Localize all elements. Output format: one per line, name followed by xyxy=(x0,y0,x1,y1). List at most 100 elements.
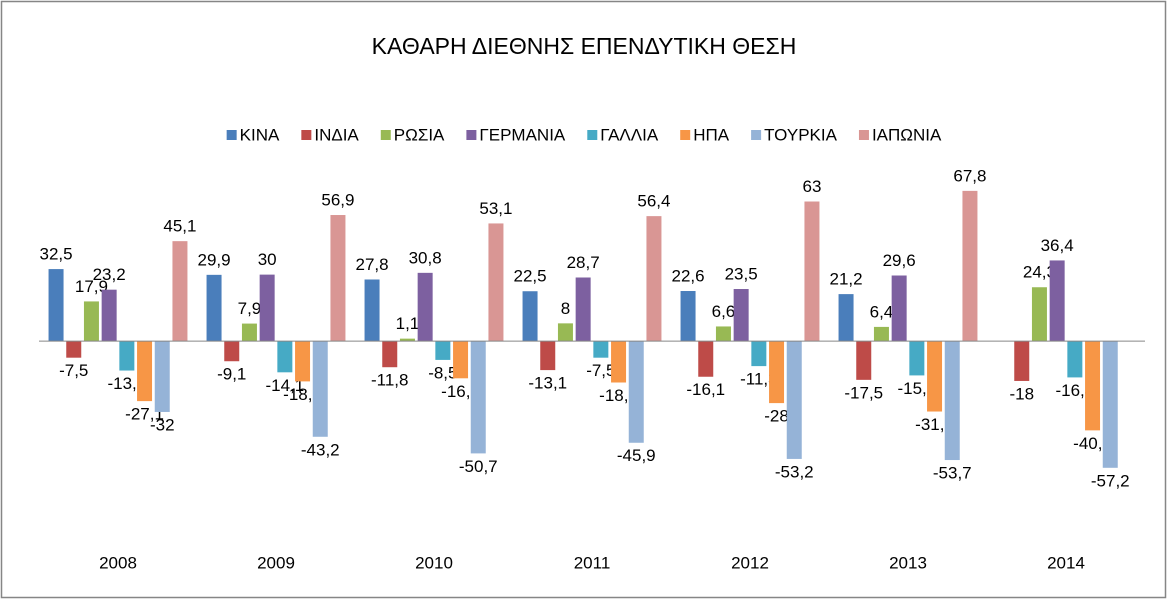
legend-label: ΚΙΝΑ xyxy=(240,125,280,144)
legend-label: ΡΩΣΙΑ xyxy=(394,125,445,144)
bar xyxy=(488,223,504,342)
legend-swatch xyxy=(680,130,691,140)
data-label: -18 xyxy=(1009,384,1034,403)
data-label: -40,3 xyxy=(1073,434,1112,453)
bar xyxy=(382,341,398,368)
bar xyxy=(962,190,978,342)
bar xyxy=(206,274,222,342)
legend-swatch xyxy=(858,130,869,140)
bar xyxy=(470,341,486,454)
x-tick-label: 2010 xyxy=(415,553,453,572)
legend-label: ΙΝΔΙΑ xyxy=(314,125,359,144)
data-label: -32 xyxy=(150,415,175,434)
legend-label: ΓΑΛΛΙΑ xyxy=(600,125,659,144)
bar xyxy=(1067,341,1083,378)
data-label: -18,7 xyxy=(599,386,638,405)
bar xyxy=(838,294,854,342)
legend-label: ΙΑΠΩΝΙΑ xyxy=(872,125,942,144)
bar xyxy=(715,326,731,342)
bar xyxy=(522,291,538,342)
bar xyxy=(611,341,627,383)
data-label: -9,1 xyxy=(217,365,246,384)
data-label: 29,9 xyxy=(198,250,231,269)
bar xyxy=(891,275,907,342)
data-label: -50,7 xyxy=(459,457,498,476)
x-tick-label: 2013 xyxy=(889,553,927,572)
data-label: -43,2 xyxy=(301,440,340,459)
legend-label: ΤΟΥΡΚΙΑ xyxy=(764,125,837,144)
bar xyxy=(101,289,117,342)
data-label: -7,5 xyxy=(59,361,88,380)
data-label: -11,3 xyxy=(740,370,778,389)
bar xyxy=(540,341,556,371)
bar xyxy=(1102,341,1118,468)
bar xyxy=(804,201,820,342)
x-tick-label: 2012 xyxy=(731,553,769,572)
data-label: 1,1 xyxy=(396,314,420,333)
legend-swatch xyxy=(751,130,762,140)
data-label: 7,9 xyxy=(238,299,262,318)
data-label: -11,8 xyxy=(371,371,409,390)
bar xyxy=(786,341,802,459)
data-label: 22,6 xyxy=(672,266,705,285)
bar xyxy=(48,269,64,342)
data-label: -53,7 xyxy=(933,464,972,483)
data-label: -15,5 xyxy=(897,379,936,398)
data-label: 45,1 xyxy=(163,217,196,236)
bar xyxy=(1085,341,1101,431)
data-label: 56,4 xyxy=(637,192,670,211)
bar xyxy=(259,274,275,342)
bar xyxy=(769,341,785,404)
data-label: 32,5 xyxy=(40,245,73,264)
data-label: -27,1 xyxy=(125,405,164,424)
bar xyxy=(575,277,591,342)
data-label: -8,5 xyxy=(428,363,457,382)
bar xyxy=(646,216,662,342)
bar xyxy=(856,341,872,380)
data-label: 27,8 xyxy=(356,255,389,274)
bar xyxy=(399,338,415,342)
legend-swatch xyxy=(587,130,598,140)
data-label: -7,5 xyxy=(586,361,615,380)
bar xyxy=(680,291,696,342)
data-label: -14,1 xyxy=(265,376,304,395)
data-label: -28 xyxy=(764,407,789,426)
bar xyxy=(873,326,889,342)
x-tick-label: 2014 xyxy=(1047,553,1085,572)
legend-swatch xyxy=(380,130,391,140)
data-label: 24,3 xyxy=(1023,263,1056,282)
data-label: 6,6 xyxy=(712,302,736,321)
data-label: 21,2 xyxy=(830,270,863,289)
data-label: 30 xyxy=(258,250,277,269)
bar xyxy=(119,341,135,371)
bar xyxy=(1049,260,1065,342)
bar xyxy=(1014,341,1030,381)
bar xyxy=(909,341,925,376)
data-label: 6,4 xyxy=(870,302,894,321)
data-label: 29,6 xyxy=(883,251,916,270)
legend-swatch xyxy=(466,130,477,140)
data-label: 53,1 xyxy=(479,199,512,218)
legend-swatch xyxy=(226,130,237,140)
bar xyxy=(312,341,328,437)
data-label: -18,2 xyxy=(283,385,322,404)
x-tick-label: 2008 xyxy=(99,553,137,572)
bar xyxy=(364,279,380,342)
bar xyxy=(66,341,82,358)
bar xyxy=(224,341,240,362)
bar xyxy=(277,341,293,373)
data-label: 30,8 xyxy=(409,248,442,267)
data-label: -57,2 xyxy=(1091,471,1130,490)
bar xyxy=(1031,287,1047,342)
bar xyxy=(83,301,99,342)
data-label: 56,9 xyxy=(321,191,354,210)
data-label: -53,2 xyxy=(775,462,814,481)
bar xyxy=(751,341,767,367)
x-tick-label: 2009 xyxy=(257,553,295,572)
data-label: -45,9 xyxy=(617,446,656,465)
data-label: -16,1 xyxy=(686,380,725,399)
bar xyxy=(137,341,153,402)
data-label: 67,8 xyxy=(953,166,986,185)
bar xyxy=(172,241,188,342)
bar xyxy=(628,341,644,443)
